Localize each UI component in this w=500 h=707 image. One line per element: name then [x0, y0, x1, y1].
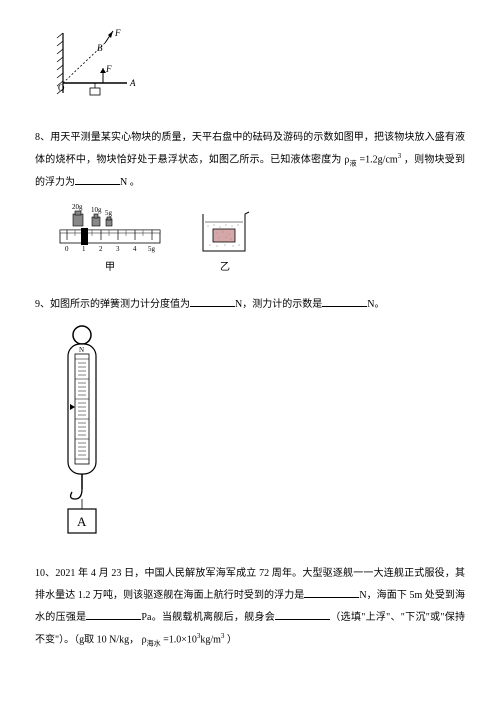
q8-figures: 20g 10g 5g 0 1	[55, 202, 465, 279]
w5: 5g	[105, 209, 113, 217]
q8-p4: N 。	[120, 177, 140, 188]
q8-blank	[75, 173, 120, 185]
w10: 10g	[91, 206, 102, 214]
q10-sub1: 海水	[147, 639, 161, 647]
q8-fig-jia: 20g 10g 5g 0 1	[55, 202, 165, 279]
label-F2: F	[105, 64, 112, 74]
caption-yi: 乙	[220, 257, 230, 279]
weight-A: A	[77, 514, 87, 529]
q10-blank1	[304, 586, 359, 598]
q10-p3: Pa。当舰载机离舰后，舰身会	[141, 612, 275, 623]
q9-p1: 9、如图所示的弹簧测力计分度值为	[35, 299, 190, 310]
rm0: 0	[65, 245, 69, 253]
q8-sub1: 液	[349, 159, 356, 167]
rm5: 5g	[148, 245, 156, 253]
q7-figure: O A B F F	[55, 28, 465, 112]
caption-jia: 甲	[105, 257, 115, 279]
q10-p6: kg/m	[200, 634, 221, 645]
q9-blank2	[322, 295, 367, 307]
lever-diagram: O A B F F	[55, 28, 150, 103]
rm4: 4	[133, 245, 137, 253]
label-B: B	[97, 43, 103, 53]
q10-text: 10、2021 年 4 月 23 日，中国人民解放军海军成立 72 周年。大型驱…	[35, 563, 465, 652]
w20: 20g	[72, 203, 83, 211]
rm3: 3	[116, 245, 120, 253]
q10-p7: ）	[224, 634, 237, 645]
q10-blank2	[86, 608, 141, 620]
q9-p3: N。	[367, 299, 384, 310]
q9-p2: N，测力计的示数是	[235, 299, 322, 310]
label-A: A	[129, 78, 136, 88]
q8-p2: =1.2g/cm	[357, 154, 398, 165]
q9-figure: N A	[55, 324, 465, 548]
q8-fig-yi: 乙	[195, 209, 255, 279]
label-O: O	[58, 83, 65, 93]
beaker-figure	[195, 209, 255, 257]
rm2: 2	[99, 245, 103, 253]
q10-blank3	[275, 608, 330, 620]
spring-scale: N A	[55, 324, 110, 539]
rm1: 1	[82, 245, 86, 253]
q9-blank1	[190, 295, 235, 307]
q9-text: 9、如图所示的弹簧测力计分度值为 N，测力计的示数是 N。	[35, 294, 465, 316]
unit-N: N	[79, 346, 84, 354]
balance-figure: 20g 10g 5g 0 1	[55, 202, 165, 257]
q8-text: 8、用天平测量某实心物块的质量，天平右盘中的砝码及游码的示数如图甲，把该物块放入…	[35, 127, 465, 194]
q10-p5: =1.0×10	[161, 634, 197, 645]
label-F1: F	[114, 28, 121, 38]
